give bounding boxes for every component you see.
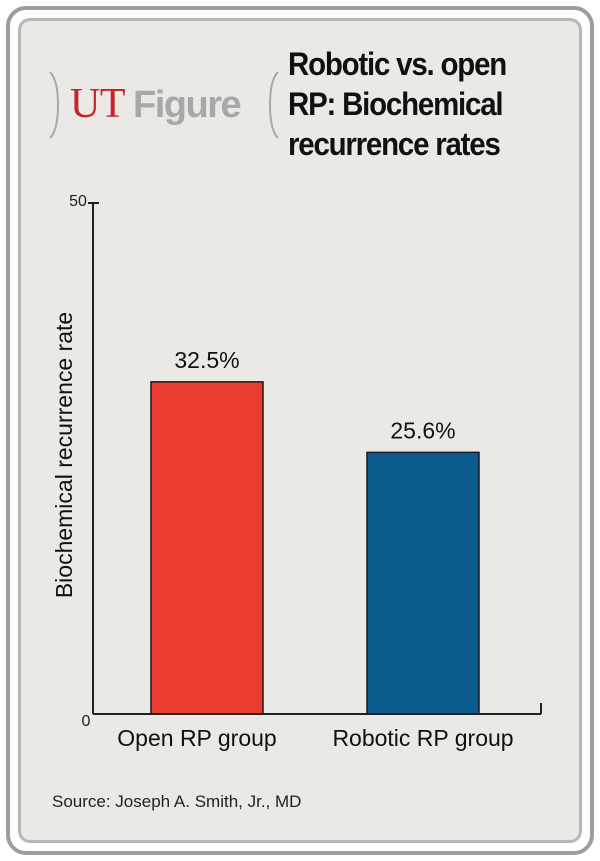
brand-wordmark: UT Figure — [70, 80, 242, 128]
source-note: Source: Joseph A. Smith, Jr., MD — [52, 792, 302, 811]
data-label-open-rp-group: 32.5% — [174, 347, 239, 373]
chart-title: Robotic vs. open RP: Biochemical recurre… — [288, 44, 555, 164]
y-tick-label-50: 50 — [69, 193, 87, 210]
right-bracket-icon — [268, 71, 279, 139]
data-label-robotic-rp-group: 25.6% — [390, 417, 455, 443]
figure-panel — [18, 18, 582, 843]
category-label-open-rp-group: Open RP group — [117, 725, 276, 751]
labels-group: 32.5% Open RP group 25.6% Robotic RP group — [117, 347, 513, 751]
bar-open-rp-group — [150, 381, 264, 715]
brand-ut: UT — [70, 81, 126, 127]
left-bracket-icon — [49, 71, 60, 139]
ut-figure-logo: UT Figure — [48, 70, 279, 140]
category-label-robotic-rp-group: Robotic RP group — [332, 725, 513, 751]
bar-robotic-rp-group — [366, 451, 480, 715]
bars-group — [150, 381, 480, 715]
chart-title-line-2: RP: Biochemical — [288, 86, 504, 122]
y-axis-title: Biochemical recurrence rate — [51, 312, 77, 598]
y-tick-label-0: 0 — [82, 713, 91, 730]
chart-title-line-1: Robotic vs. open — [288, 46, 507, 82]
chart-title-line-3: recurrence rates — [288, 126, 501, 162]
brand-figure: Figure — [133, 84, 242, 126]
